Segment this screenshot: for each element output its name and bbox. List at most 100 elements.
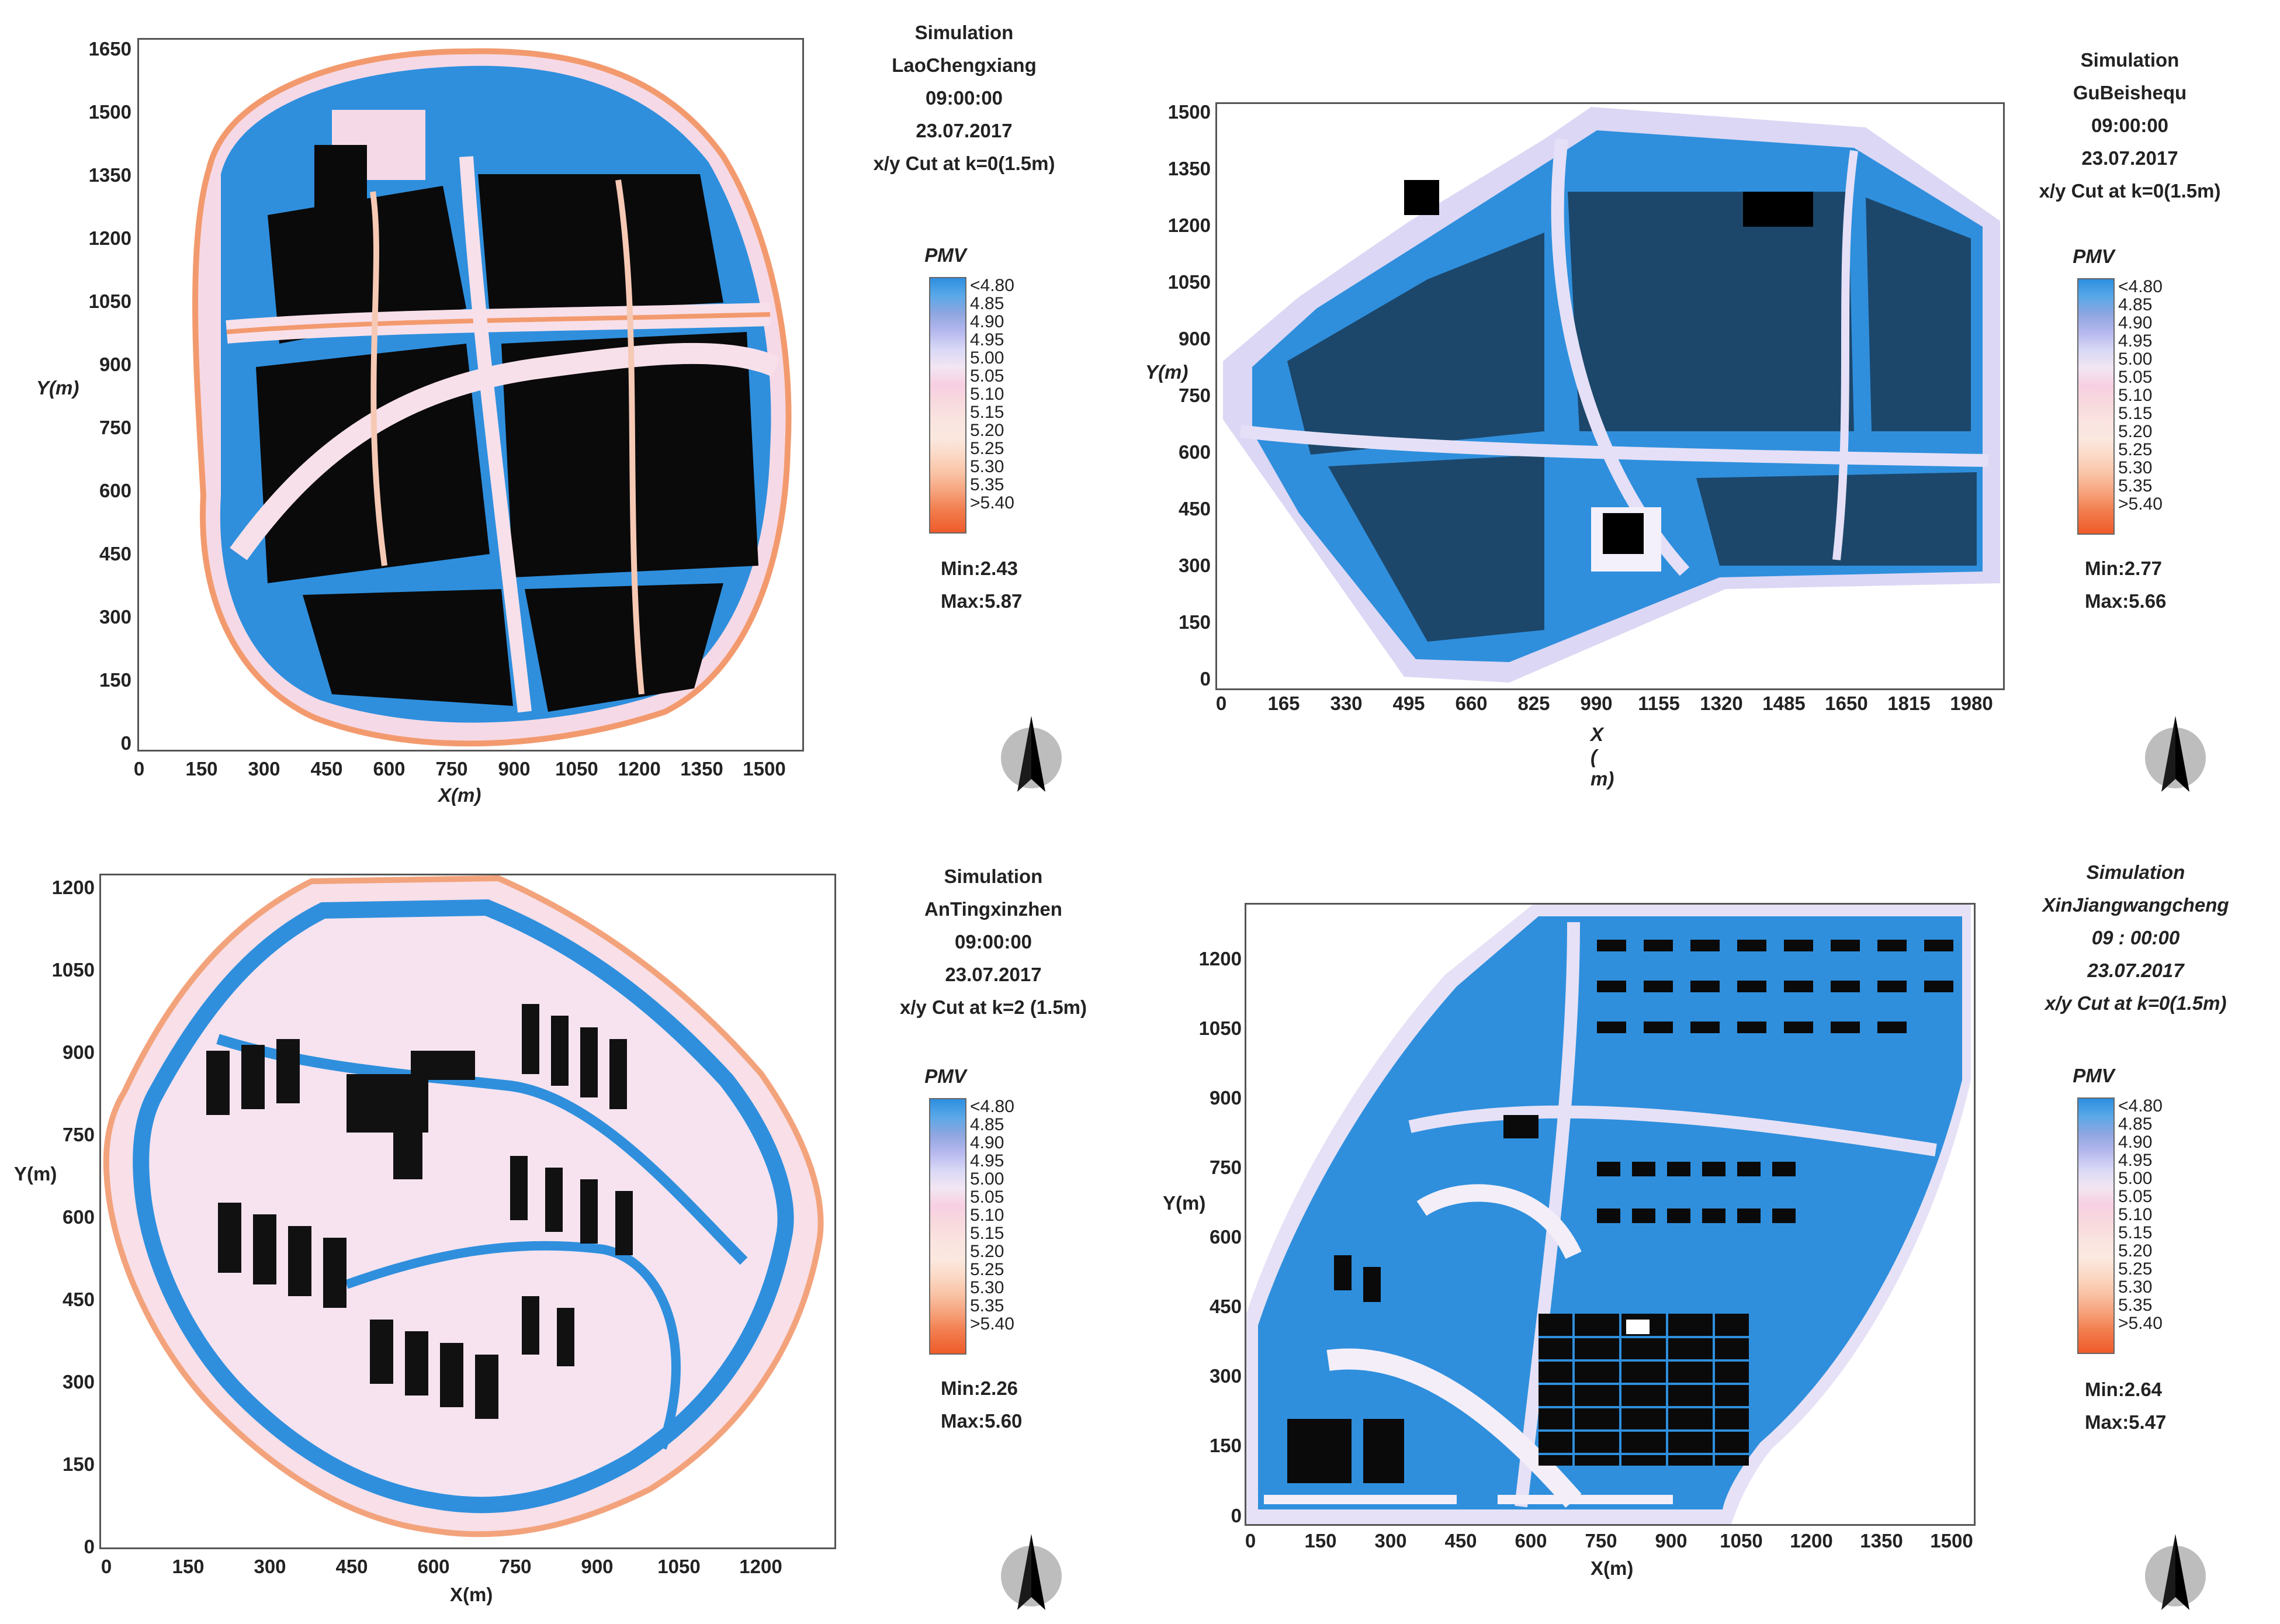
legend-label: 5.10 — [970, 1206, 1004, 1225]
legend-label: 4.95 — [2118, 1151, 2153, 1170]
y-tick: 1050 — [1167, 271, 1211, 293]
x-tick: 750 — [1585, 1530, 1617, 1552]
x-tick: 330 — [1330, 692, 1363, 714]
y-tick: 750 — [62, 1124, 95, 1145]
y-tick: 600 — [99, 480, 131, 501]
x-tick: 150 — [172, 1556, 205, 1577]
pmv-map-gubeishequ — [1223, 107, 2000, 683]
info-line: Simulation — [914, 22, 1014, 43]
x-tick: 1500 — [1930, 1530, 1973, 1552]
y-tick: 600 — [1178, 441, 1211, 463]
min-value: Min:2.43 — [941, 558, 1018, 579]
legend-label: 5.25 — [970, 439, 1004, 458]
legend-label: <4.80 — [2118, 1096, 2163, 1116]
x-tick: 900 — [1655, 1530, 1688, 1552]
y-tick: 1050 — [1198, 1017, 1242, 1039]
pmv-map-laochengxiang — [192, 48, 792, 747]
info-line: Simulation — [2080, 49, 2179, 71]
x-tick: 1650 — [1825, 692, 1868, 714]
legend-label: 4.90 — [2118, 1133, 2153, 1152]
north-arrow-icon — [1001, 716, 1062, 792]
legend-label: 5.15 — [970, 1224, 1004, 1243]
y-tick: 150 — [99, 669, 131, 691]
simulation-info: Simulation XinJiangwangcheng 09 : 00:00 … — [2013, 856, 2258, 1020]
min-max-readout: Min:2.64 Max:5.47 — [2085, 1373, 2237, 1439]
info-line: LaoChengxiang — [892, 54, 1037, 76]
y-tick: 0 — [84, 1536, 95, 1557]
legend-label: >5.40 — [2118, 494, 2163, 514]
north-arrow-icon — [2145, 716, 2206, 792]
x-tick: 495 — [1392, 692, 1425, 714]
legend-label: 5.00 — [970, 1169, 1004, 1189]
legend-label: <4.80 — [970, 1097, 1014, 1116]
max-value: Max:5.66 — [2085, 590, 2167, 612]
y-tick: 300 — [62, 1371, 95, 1393]
legend-label: >5.40 — [970, 493, 1014, 513]
legend-label: 5.05 — [2118, 368, 2153, 387]
y-tick: 1050 — [88, 290, 131, 312]
legend-label: 5.05 — [970, 1187, 1004, 1207]
legend-label: 5.30 — [970, 457, 1004, 476]
min-value: Min:2.64 — [2085, 1379, 2163, 1400]
x-tick: 1500 — [743, 758, 786, 780]
legend-label: 5.25 — [2118, 440, 2153, 459]
legend-title: PMV — [924, 1065, 966, 1087]
legend-label: 5.30 — [2118, 1277, 2153, 1297]
x-tick: 600 — [1515, 1530, 1547, 1552]
y-tick: 1200 — [51, 877, 95, 898]
map-frame-antingxinzhen — [99, 874, 836, 1549]
x-tick: 1320 — [1700, 692, 1743, 714]
legend-color-bar — [929, 1098, 966, 1355]
x-tick: 600 — [373, 758, 406, 780]
y-tick: 0 — [1200, 668, 1211, 690]
legend-label: 5.15 — [970, 403, 1004, 422]
y-tick: 450 — [62, 1289, 95, 1310]
pmv-map-xinjiangwangcheng — [1246, 905, 1971, 1524]
y-tick: 900 — [62, 1041, 95, 1063]
info-line: Simulation — [944, 865, 1043, 887]
y-tick: 900 — [1209, 1087, 1242, 1109]
legend-title: PMV — [924, 244, 966, 266]
y-tick: 1350 — [1167, 158, 1211, 179]
info-line: 09:00:00 — [954, 931, 1032, 953]
legend-label: 5.20 — [970, 1242, 1004, 1261]
x-tick: 1200 — [618, 758, 661, 780]
legend-label: 5.35 — [970, 475, 1004, 494]
y-tick: 0 — [120, 732, 131, 754]
legend-label: 5.20 — [2118, 1241, 2153, 1261]
info-line: x/y Cut at k=2 (1.5m) — [899, 996, 1087, 1018]
x-tick: 1050 — [1720, 1530, 1763, 1552]
x-tick: 1050 — [657, 1556, 701, 1577]
legend-color-bar — [929, 277, 966, 534]
y-tick: 150 — [1209, 1435, 1242, 1456]
simulation-info: Simulation GuBeishequ 09:00:00 23.07.201… — [2007, 44, 2253, 207]
legend-label: 4.90 — [970, 312, 1004, 331]
y-tick: 1500 — [88, 101, 131, 123]
x-tick: 1815 — [1887, 692, 1931, 714]
x-tick: 1980 — [1950, 692, 1993, 714]
info-line: 23.07.2017 — [945, 964, 1042, 985]
x-tick: 900 — [498, 758, 531, 780]
x-tick: 1485 — [1762, 692, 1806, 714]
x-tick: 1200 — [739, 1556, 782, 1577]
y-tick: 300 — [1178, 555, 1211, 576]
north-arrow-icon — [1001, 1534, 1062, 1610]
min-max-readout: Min:2.43 Max:5.87 — [941, 552, 1093, 618]
y-axis-label: Y(m) — [36, 377, 79, 399]
legend-label: 5.05 — [2118, 1187, 2153, 1206]
legend-label: 5.35 — [2118, 476, 2153, 496]
legend-label: >5.40 — [970, 1314, 1014, 1334]
legend-label: 5.10 — [2118, 386, 2153, 405]
legend-label: 5.30 — [2118, 458, 2153, 477]
x-tick: 0 — [133, 758, 145, 780]
legend-label: 4.95 — [970, 330, 1004, 349]
x-tick: 1050 — [555, 758, 598, 780]
x-tick: 660 — [1455, 692, 1488, 714]
legend-label: 4.85 — [2118, 295, 2153, 314]
x-tick: 150 — [1304, 1530, 1337, 1552]
info-line: GuBeishequ — [2073, 82, 2187, 103]
max-value: Max:5.47 — [2085, 1411, 2167, 1433]
legend-label: 4.95 — [2118, 331, 2153, 351]
max-value: Max:5.60 — [941, 1410, 1023, 1432]
info-line: 23.07.2017 — [916, 120, 1013, 141]
